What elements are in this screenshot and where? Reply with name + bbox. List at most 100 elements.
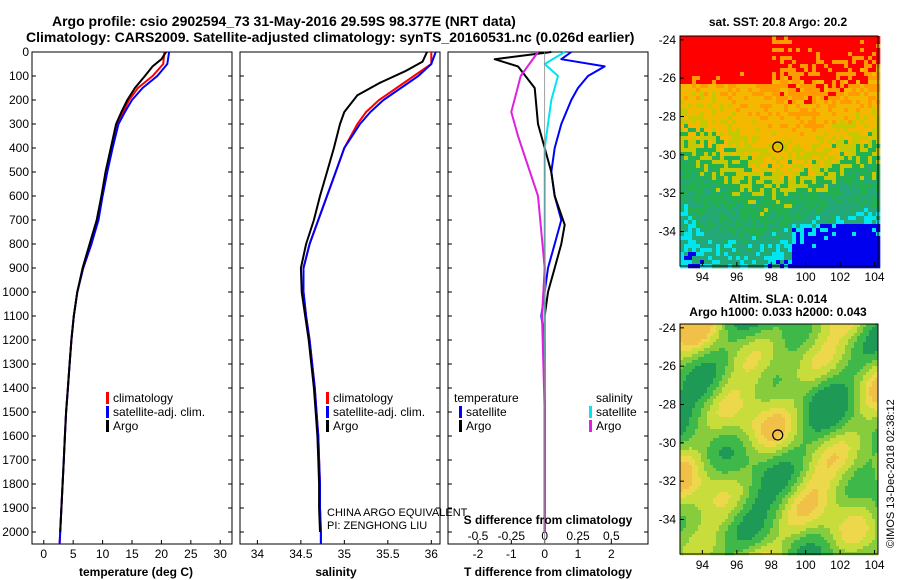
sla-cell [773, 324, 777, 328]
sla-cell [710, 339, 714, 343]
sla-cell [848, 372, 852, 376]
sst-cell [720, 224, 725, 229]
sst-cell [704, 196, 709, 201]
sla-cell [827, 351, 831, 355]
sst-cell [840, 64, 845, 69]
sla-cell [716, 393, 720, 397]
sla-cell [743, 372, 747, 376]
sla-cell [857, 387, 861, 391]
sst-cell [784, 108, 789, 113]
sla-cell [686, 390, 690, 394]
sla-cell [701, 333, 705, 337]
sst-cell [720, 220, 725, 225]
sst-cell [684, 252, 689, 257]
sst-cell [788, 216, 793, 221]
sst-cell [760, 232, 765, 237]
sla-cell [803, 366, 807, 370]
sst-cell [712, 36, 717, 41]
sst-cell [768, 228, 773, 233]
sla-cell [854, 372, 858, 376]
sst-cell [744, 56, 749, 61]
sla-cell [833, 360, 837, 364]
sst-cell [780, 84, 785, 89]
sst-cell [852, 112, 857, 117]
sst-cell [740, 244, 745, 249]
sla-cell [848, 348, 852, 352]
sla-cell [860, 348, 864, 352]
sla-cell [779, 372, 783, 376]
sst-cell [832, 48, 837, 53]
sst-cell [852, 148, 857, 153]
sst-cell [872, 100, 877, 105]
sla-cell [848, 396, 852, 400]
sla-cell [749, 336, 753, 340]
sst-cell [820, 44, 825, 49]
sla-cell [740, 405, 744, 409]
sst-cell [864, 260, 869, 265]
sst-cell [864, 124, 869, 129]
sst-cell [716, 144, 721, 149]
sst-cell [700, 180, 705, 185]
sla-cell [803, 327, 807, 331]
sst-cell [828, 148, 833, 153]
sst-cell [848, 240, 853, 245]
sst-cell [872, 92, 877, 97]
sst-cell [776, 64, 781, 69]
sst-cell [868, 88, 873, 93]
sst-cell [688, 48, 693, 53]
sla-cell [716, 330, 720, 334]
sla-cell [761, 324, 765, 328]
sla-cell [875, 327, 879, 331]
sla-cell [770, 357, 774, 361]
sla-cell [863, 342, 867, 346]
sla-cell [704, 402, 708, 406]
sst-cell [776, 212, 781, 217]
sst-cell [688, 200, 693, 205]
sla-cell [734, 390, 738, 394]
sla-cell [839, 342, 843, 346]
sla-cell [788, 378, 792, 382]
sla-cell [797, 342, 801, 346]
sst-cell [720, 192, 725, 197]
sst-cell [712, 220, 717, 225]
sst-cell [824, 80, 829, 85]
sst-cell [740, 140, 745, 145]
sst-cell [824, 128, 829, 133]
sst-cell [804, 176, 809, 181]
sla-cell [740, 363, 744, 367]
sla-cell [818, 390, 822, 394]
sst-cell [864, 116, 869, 121]
sla-cell [800, 324, 804, 328]
sla-cell [686, 369, 690, 373]
sla-cell [683, 387, 687, 391]
sla-cell [872, 348, 876, 352]
sst-cell [808, 248, 813, 253]
sst-cell [792, 124, 797, 129]
sst-cell [720, 168, 725, 173]
sla-cell [818, 381, 822, 385]
legend-s-argo: Argo [596, 419, 622, 433]
sla-cell [776, 339, 780, 343]
sla-cell [692, 384, 696, 388]
sla-cell [857, 384, 861, 388]
sst-cell [820, 96, 825, 101]
sst-cell [780, 212, 785, 217]
sst-cell [812, 236, 817, 241]
sst-cell [828, 156, 833, 161]
sla-cell [848, 324, 852, 328]
sla-cell [746, 378, 750, 382]
sla-cell [779, 399, 783, 403]
sst-cell [748, 100, 753, 105]
sla-cell [740, 372, 744, 376]
sst-cell [836, 148, 841, 153]
sst-cell [680, 156, 685, 161]
sst-cell [816, 112, 821, 117]
sst-cell [800, 120, 805, 125]
sst-cell [844, 200, 849, 205]
sst-cell [744, 192, 749, 197]
sst-cell [860, 172, 865, 177]
sst-cell [856, 164, 861, 169]
sst-cell [796, 124, 801, 129]
sst-cell [728, 60, 733, 65]
sla-cell [833, 354, 837, 358]
